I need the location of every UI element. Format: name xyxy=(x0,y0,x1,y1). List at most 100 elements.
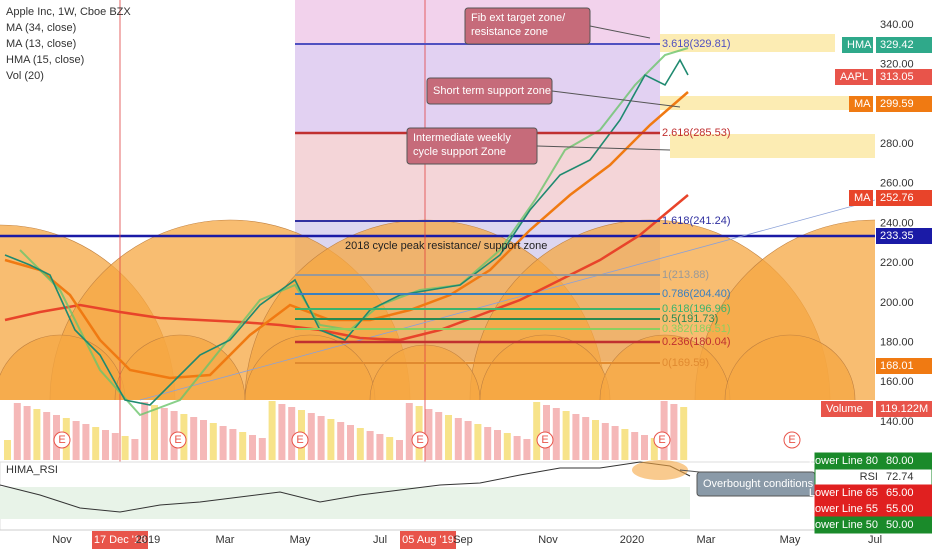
annotation: Intermediate weekly cycle support Zone xyxy=(413,132,511,158)
fib-label: 2.618(285.53) xyxy=(662,127,731,139)
volume-bar xyxy=(562,411,570,460)
fib-label: 3.618(329.81) xyxy=(662,38,731,50)
volume-bar xyxy=(650,438,658,460)
legend-item: Apple Inc, 1W, Cboe BZX xyxy=(6,6,131,18)
earnings-circle xyxy=(653,431,671,449)
trend-line xyxy=(139,199,876,401)
volume-bar xyxy=(405,403,413,460)
time-tick: Mar xyxy=(216,534,235,546)
volume-bar xyxy=(641,435,648,460)
volume-bar xyxy=(249,435,256,460)
volume-bar xyxy=(229,429,237,460)
support-zone xyxy=(660,96,855,110)
price-tick: 160.00 xyxy=(880,376,914,388)
badge-value: 168.01 xyxy=(880,360,914,372)
earnings-circle xyxy=(411,431,429,449)
volume-bar xyxy=(92,427,100,460)
fib-label: 1.618(241.24) xyxy=(662,215,731,227)
volume-bar xyxy=(239,432,247,460)
callout-box xyxy=(406,127,538,165)
price-tick: 260.00 xyxy=(880,178,914,190)
earnings-marker: E xyxy=(541,434,548,446)
volume-bar xyxy=(347,425,354,460)
time-tick: Jul xyxy=(868,534,882,546)
time-tick: 2020 xyxy=(620,534,644,546)
volume-bar xyxy=(356,428,364,460)
price-tick: 200.00 xyxy=(880,297,914,309)
volume-bar xyxy=(111,433,119,460)
price-tick: 180.00 xyxy=(880,337,914,349)
earnings-circle xyxy=(53,431,71,449)
callout xyxy=(551,90,681,108)
badge xyxy=(876,69,932,85)
rsi-value: 65.00 xyxy=(886,487,914,499)
badge xyxy=(876,358,932,374)
callout xyxy=(536,145,671,151)
badge-name: Volume xyxy=(826,403,863,415)
callout xyxy=(589,25,651,39)
badge-name: MA xyxy=(854,192,871,204)
volume-bar xyxy=(572,414,580,460)
badge xyxy=(849,190,873,206)
callout-box xyxy=(464,7,591,45)
legend-item: Vol (20) xyxy=(6,70,44,82)
fib-label: 0.5(191.73) xyxy=(662,313,718,325)
volume-bar xyxy=(327,419,335,460)
earnings-circle xyxy=(169,431,187,449)
price-tick: 340.00 xyxy=(880,19,914,31)
volume-bar xyxy=(337,422,345,460)
rsi-band xyxy=(0,487,690,519)
time-tick: Sep xyxy=(453,534,473,546)
volume-bar xyxy=(660,401,668,460)
badge xyxy=(821,401,873,417)
volume-bar xyxy=(601,423,609,460)
annotation: Fib ext target zone/resistance zone xyxy=(471,12,566,38)
earnings-marker: E xyxy=(658,434,665,446)
badge-value: 329.42 xyxy=(880,39,914,51)
badge xyxy=(876,190,932,206)
target-zone xyxy=(660,34,835,52)
volume-bar xyxy=(307,413,315,460)
volume-bar xyxy=(611,426,619,460)
volume-bar xyxy=(503,433,511,460)
volume-bar xyxy=(533,402,541,460)
volume-bar xyxy=(278,404,286,460)
earnings-marker: E xyxy=(174,434,181,446)
volume-bar xyxy=(464,421,472,460)
rsi-badge xyxy=(814,516,932,534)
legend-item: MA (13, close) xyxy=(6,38,76,50)
annotation: 2018 cycle peak resistance/ support zone xyxy=(345,240,547,252)
fib-label: 0.236(180.04) xyxy=(662,336,731,348)
time-tick: Jul xyxy=(373,534,387,546)
volume-bar xyxy=(200,420,207,460)
rsi-label: RSI xyxy=(860,471,878,483)
badge-name: MA xyxy=(854,98,871,110)
volume-bar xyxy=(209,423,217,460)
badge-name: HMA xyxy=(847,39,872,51)
volume-bar xyxy=(141,402,149,460)
volume-bar xyxy=(102,430,109,460)
price-tick: 320.00 xyxy=(880,59,914,71)
legend-item: MA (34, close) xyxy=(6,22,76,34)
volume-bar xyxy=(494,430,501,460)
time-tick: 05 Aug '19 xyxy=(402,534,454,546)
volume-bar xyxy=(268,401,276,460)
legend-item: HMA (15, close) xyxy=(6,54,84,66)
price-tick: 140.00 xyxy=(880,416,914,428)
fib-label: 0.618(196.96) xyxy=(662,303,731,315)
volume-bar xyxy=(386,437,394,460)
volume-bar xyxy=(454,418,462,460)
earnings-marker: E xyxy=(788,434,795,446)
volume-bar xyxy=(13,403,21,460)
rsi-line xyxy=(0,461,691,513)
volume-bar xyxy=(72,421,80,460)
volume-bar xyxy=(121,436,129,460)
rsi-label: Lower Line 55 xyxy=(809,503,878,515)
volume-bar xyxy=(396,440,403,460)
time-tick: Nov xyxy=(52,534,72,546)
earnings-circle xyxy=(536,431,554,449)
time-tick: 2019 xyxy=(136,534,160,546)
volume-bar xyxy=(680,407,688,460)
rsi-label: Lower Line 50 xyxy=(809,519,878,531)
